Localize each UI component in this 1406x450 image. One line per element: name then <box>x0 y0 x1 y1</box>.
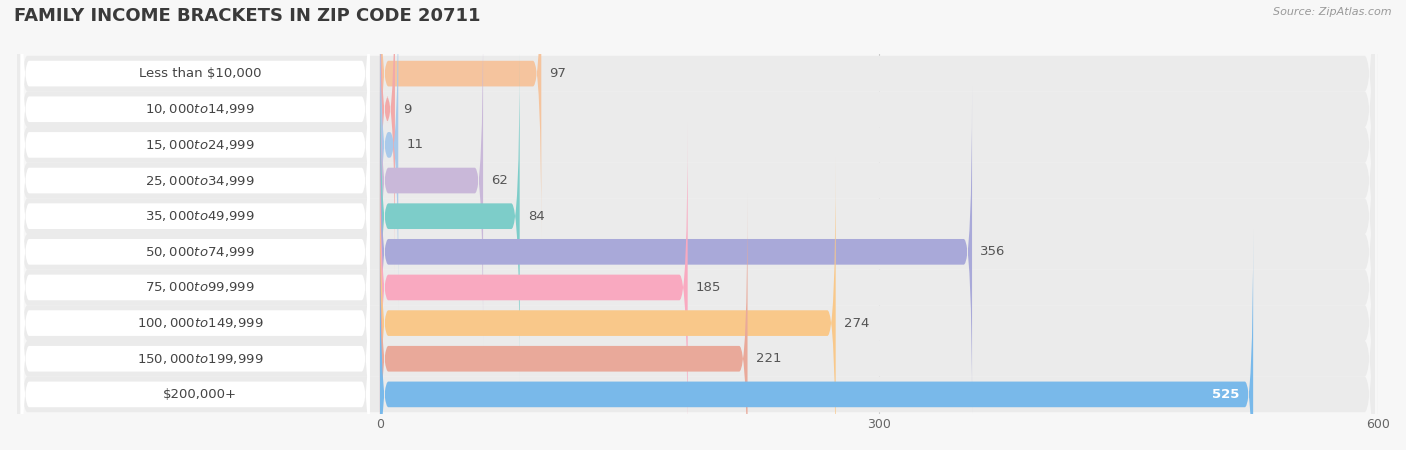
FancyBboxPatch shape <box>21 122 370 450</box>
Text: $150,000 to $199,999: $150,000 to $199,999 <box>136 352 263 366</box>
FancyBboxPatch shape <box>380 158 835 450</box>
Text: 11: 11 <box>406 139 423 151</box>
Text: 62: 62 <box>492 174 509 187</box>
FancyBboxPatch shape <box>17 127 1375 450</box>
Text: $50,000 to $74,999: $50,000 to $74,999 <box>145 245 254 259</box>
Text: FAMILY INCOME BRACKETS IN ZIP CODE 20711: FAMILY INCOME BRACKETS IN ZIP CODE 20711 <box>14 7 481 25</box>
Text: 274: 274 <box>844 317 869 329</box>
Text: 525: 525 <box>1212 388 1240 401</box>
FancyBboxPatch shape <box>17 198 1375 450</box>
Text: $35,000 to $49,999: $35,000 to $49,999 <box>145 209 254 223</box>
FancyBboxPatch shape <box>21 0 370 310</box>
Text: $200,000+: $200,000+ <box>163 388 238 401</box>
FancyBboxPatch shape <box>21 158 370 450</box>
Text: 84: 84 <box>529 210 544 223</box>
Text: $100,000 to $149,999: $100,000 to $149,999 <box>136 316 263 330</box>
FancyBboxPatch shape <box>380 0 541 239</box>
Text: 97: 97 <box>550 67 567 80</box>
FancyBboxPatch shape <box>380 0 398 310</box>
FancyBboxPatch shape <box>17 0 1375 377</box>
FancyBboxPatch shape <box>380 194 748 450</box>
FancyBboxPatch shape <box>17 0 1375 305</box>
FancyBboxPatch shape <box>17 20 1375 412</box>
Text: $75,000 to $99,999: $75,000 to $99,999 <box>145 280 254 294</box>
FancyBboxPatch shape <box>17 91 1375 450</box>
FancyBboxPatch shape <box>21 229 370 450</box>
Text: 356: 356 <box>980 245 1005 258</box>
FancyBboxPatch shape <box>21 0 370 239</box>
FancyBboxPatch shape <box>380 0 395 274</box>
FancyBboxPatch shape <box>21 51 370 382</box>
Text: $10,000 to $14,999: $10,000 to $14,999 <box>145 102 254 116</box>
Text: Source: ZipAtlas.com: Source: ZipAtlas.com <box>1274 7 1392 17</box>
FancyBboxPatch shape <box>21 15 370 346</box>
FancyBboxPatch shape <box>21 0 370 274</box>
FancyBboxPatch shape <box>380 15 484 346</box>
FancyBboxPatch shape <box>21 194 370 450</box>
Text: 9: 9 <box>404 103 412 116</box>
FancyBboxPatch shape <box>380 229 1253 450</box>
FancyBboxPatch shape <box>380 86 972 417</box>
FancyBboxPatch shape <box>17 163 1375 450</box>
Text: $25,000 to $34,999: $25,000 to $34,999 <box>145 174 254 188</box>
Text: 221: 221 <box>756 352 782 365</box>
Text: $15,000 to $24,999: $15,000 to $24,999 <box>145 138 254 152</box>
FancyBboxPatch shape <box>21 86 370 417</box>
Text: 185: 185 <box>696 281 721 294</box>
FancyBboxPatch shape <box>17 0 1375 341</box>
FancyBboxPatch shape <box>17 56 1375 448</box>
FancyBboxPatch shape <box>380 122 688 450</box>
FancyBboxPatch shape <box>380 51 520 382</box>
FancyBboxPatch shape <box>17 0 1375 270</box>
Text: Less than $10,000: Less than $10,000 <box>139 67 262 80</box>
